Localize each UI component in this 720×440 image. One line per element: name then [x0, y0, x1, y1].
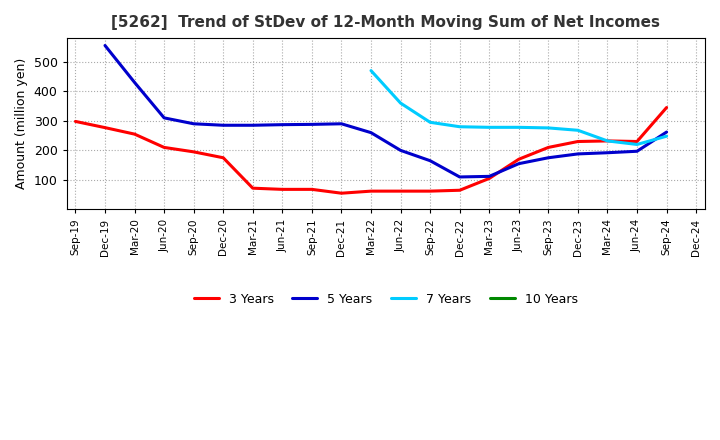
Title: [5262]  Trend of StDev of 12-Month Moving Sum of Net Incomes: [5262] Trend of StDev of 12-Month Moving… — [112, 15, 660, 30]
Y-axis label: Amount (million yen): Amount (million yen) — [15, 58, 28, 189]
Legend: 3 Years, 5 Years, 7 Years, 10 Years: 3 Years, 5 Years, 7 Years, 10 Years — [189, 288, 583, 311]
